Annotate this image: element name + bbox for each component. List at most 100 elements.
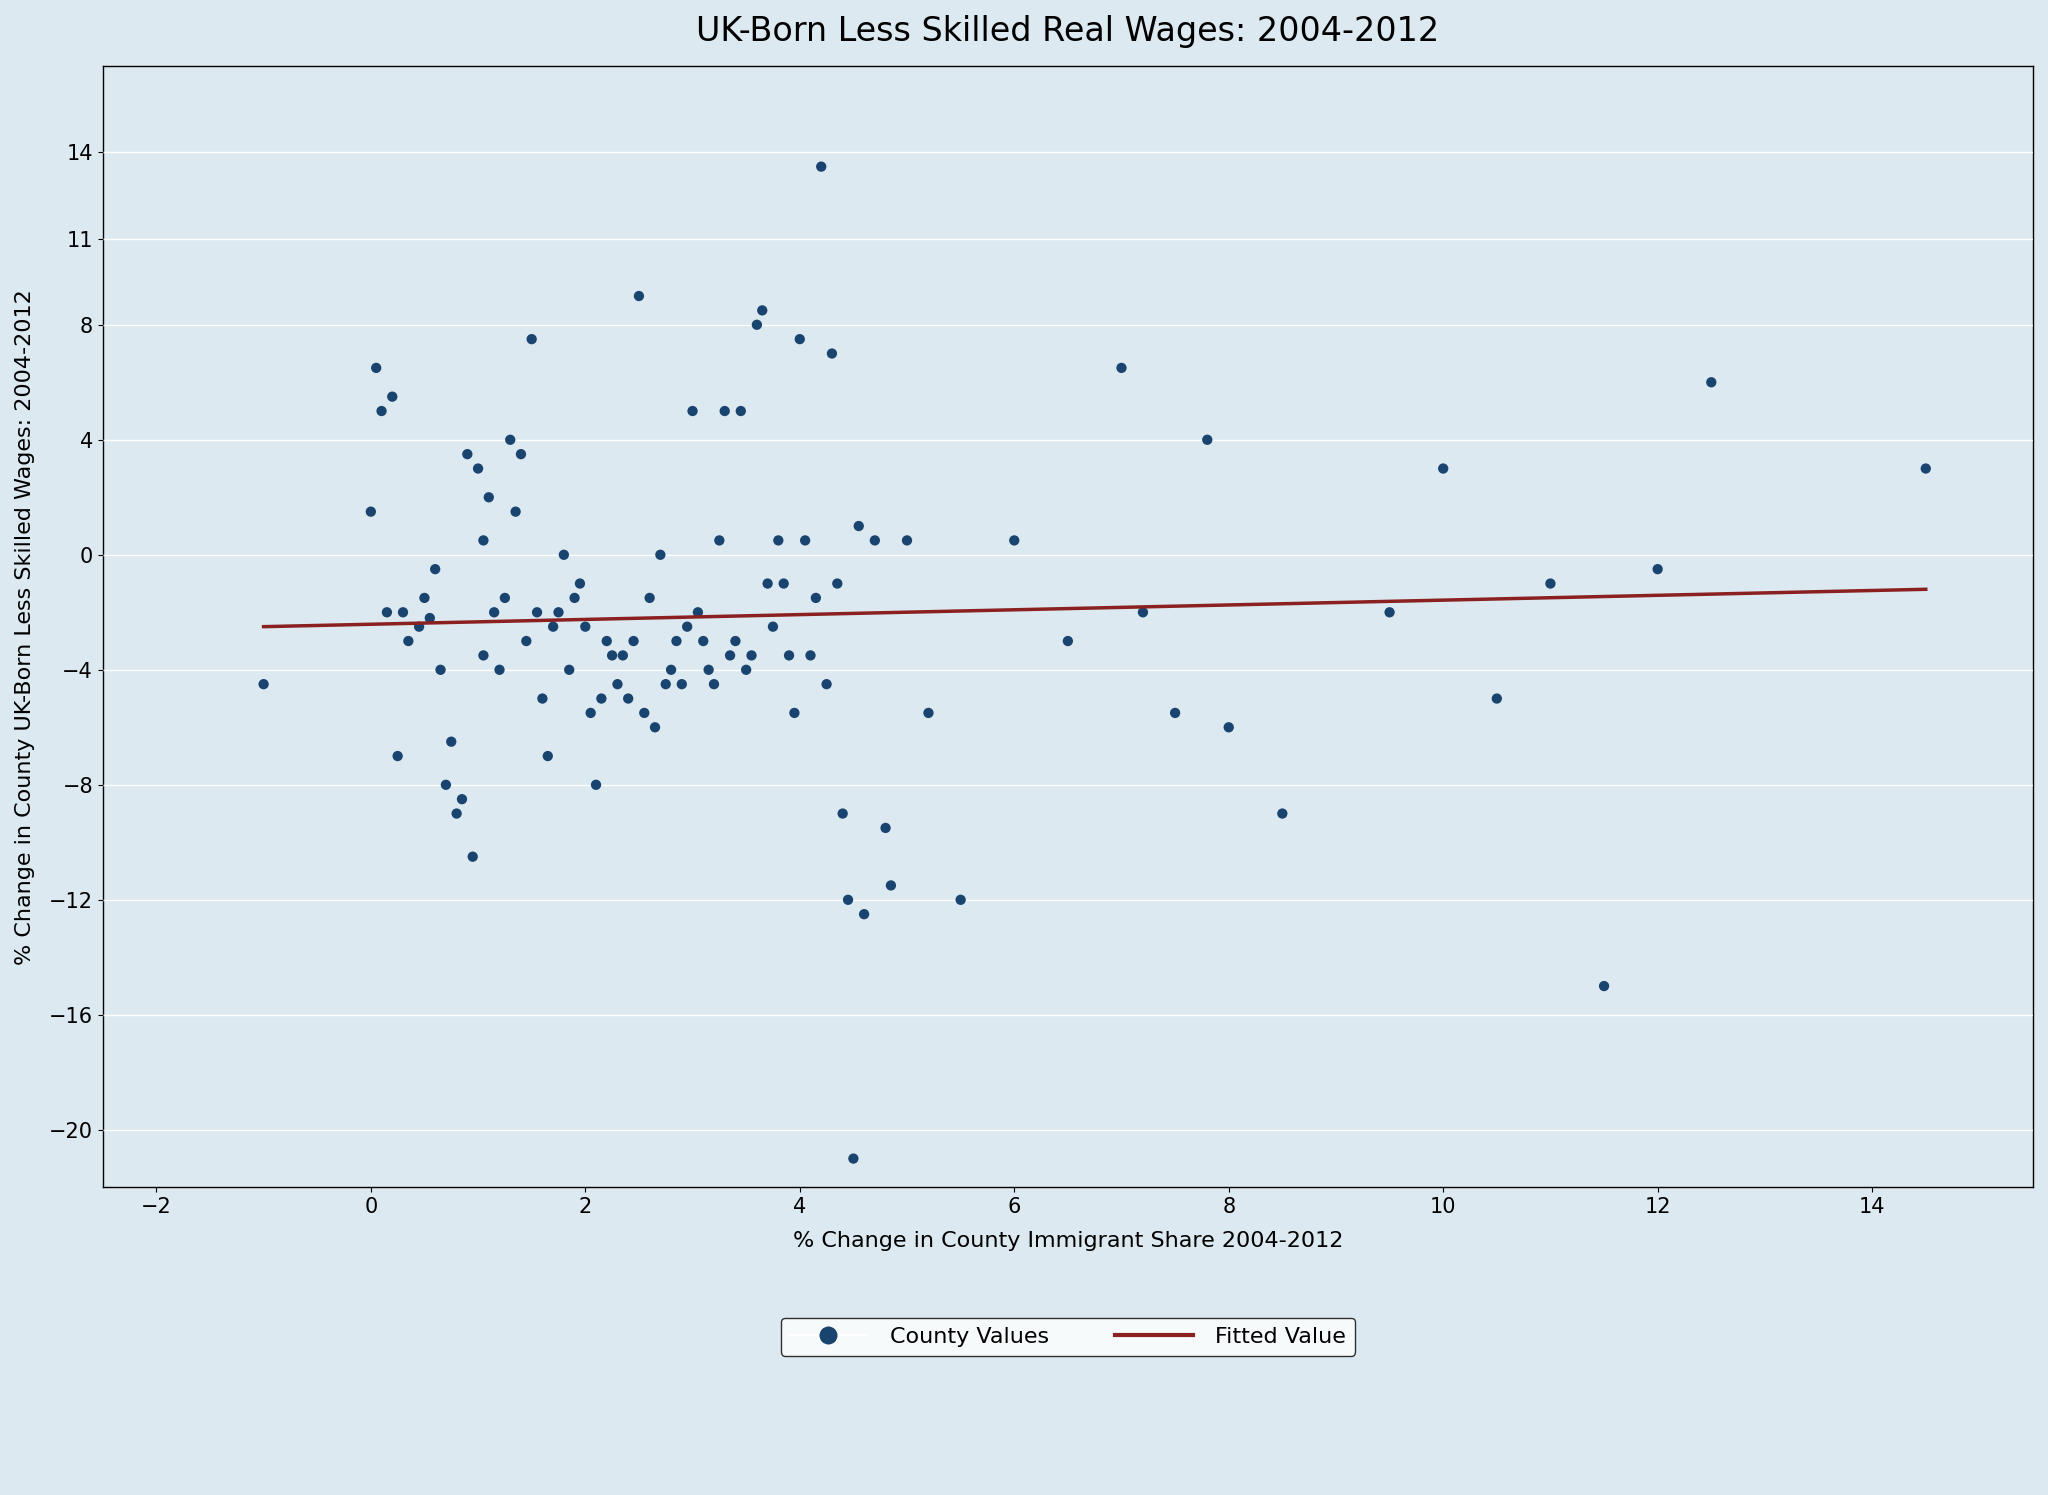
Point <box>1696 371 1729 395</box>
Point <box>408 586 440 610</box>
Point <box>586 686 618 710</box>
Point <box>440 801 473 825</box>
Point <box>403 614 436 638</box>
Point <box>477 601 510 625</box>
Point <box>354 499 387 523</box>
Point <box>666 673 698 697</box>
Title: UK-Born Less Skilled Real Wages: 2004-2012: UK-Born Less Skilled Real Wages: 2004-20… <box>696 15 1440 48</box>
Point <box>1534 571 1567 595</box>
Point <box>911 701 944 725</box>
Point <box>500 499 532 523</box>
Point <box>1212 715 1245 739</box>
Point <box>414 605 446 629</box>
Point <box>612 686 645 710</box>
Point <box>811 673 844 697</box>
Point <box>682 601 715 625</box>
Point <box>569 614 602 638</box>
Point <box>756 614 788 638</box>
Point <box>795 643 827 667</box>
Point <box>553 658 586 682</box>
Point <box>580 773 612 797</box>
Point <box>530 745 563 768</box>
Point <box>543 601 575 625</box>
Point <box>825 801 858 825</box>
Point <box>1051 629 1083 653</box>
Point <box>692 658 725 682</box>
Point <box>762 528 795 552</box>
Point <box>1159 701 1192 725</box>
Point <box>381 745 414 768</box>
Point <box>616 629 649 653</box>
Point <box>831 888 864 912</box>
Point <box>676 399 709 423</box>
Point <box>1190 428 1223 451</box>
Point <box>494 428 526 451</box>
Point <box>745 299 778 323</box>
Point <box>719 629 752 653</box>
Point <box>418 558 451 582</box>
Y-axis label: % Change in County UK-Born Less Skilled Wages: 2004-2012: % Change in County UK-Born Less Skilled … <box>14 289 35 964</box>
Point <box>1481 686 1513 710</box>
Point <box>1587 975 1620 999</box>
Point <box>788 528 821 552</box>
Point <box>639 715 672 739</box>
Point <box>489 586 522 610</box>
Point <box>537 614 569 638</box>
Point <box>713 643 745 667</box>
Point <box>606 643 639 667</box>
Point <box>365 399 397 423</box>
Point <box>1640 558 1673 582</box>
Point <box>649 673 682 697</box>
Point <box>451 443 483 466</box>
Point <box>483 658 516 682</box>
Point <box>516 327 549 351</box>
Point <box>633 586 666 610</box>
Point <box>709 399 741 423</box>
Point <box>1126 601 1159 625</box>
Point <box>944 888 977 912</box>
Point <box>596 643 629 667</box>
Point <box>891 528 924 552</box>
Point <box>629 701 662 725</box>
Legend: County Values, Fitted Value: County Values, Fitted Value <box>780 1319 1356 1356</box>
Point <box>1909 456 1942 480</box>
Point <box>838 1147 870 1171</box>
Point <box>655 658 688 682</box>
Point <box>1266 801 1298 825</box>
Point <box>434 730 467 753</box>
Point <box>430 773 463 797</box>
Point <box>526 686 559 710</box>
Point <box>729 658 762 682</box>
Point <box>504 443 537 466</box>
Point <box>360 356 393 380</box>
Point <box>377 384 410 408</box>
Point <box>772 643 805 667</box>
Point <box>842 514 874 538</box>
Point <box>520 601 553 625</box>
Point <box>735 643 768 667</box>
X-axis label: % Change in County Immigrant Share 2004-2012: % Change in County Immigrant Share 2004-… <box>793 1230 1343 1251</box>
Point <box>387 601 420 625</box>
Point <box>391 629 424 653</box>
Point <box>858 528 891 552</box>
Point <box>784 327 817 351</box>
Point <box>371 601 403 625</box>
Point <box>874 873 907 897</box>
Point <box>1106 356 1139 380</box>
Point <box>643 543 676 567</box>
Point <box>563 571 596 595</box>
Point <box>997 528 1030 552</box>
Point <box>1374 601 1407 625</box>
Point <box>623 284 655 308</box>
Point <box>473 486 506 510</box>
Point <box>457 845 489 869</box>
Point <box>698 673 731 697</box>
Point <box>547 543 580 567</box>
Point <box>868 816 901 840</box>
Point <box>815 341 848 365</box>
Point <box>768 571 801 595</box>
Point <box>248 673 281 697</box>
Point <box>659 629 692 653</box>
Point <box>424 658 457 682</box>
Point <box>778 701 811 725</box>
